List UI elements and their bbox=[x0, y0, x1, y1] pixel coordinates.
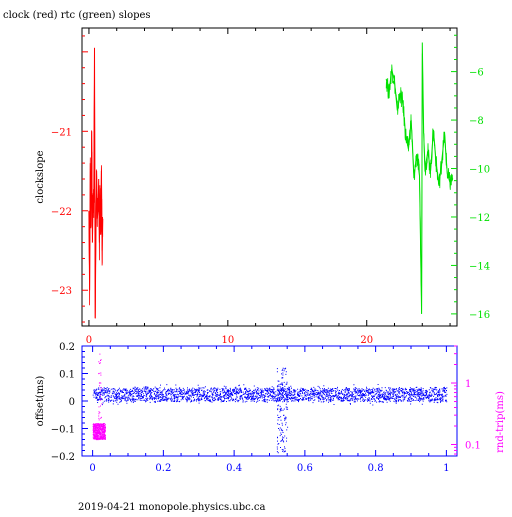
bottom-x-tick-label: 0.2 bbox=[155, 463, 171, 474]
top-y2-tick-label: −16 bbox=[469, 310, 490, 321]
bottom-y-tick-label: −0.1 bbox=[51, 425, 75, 436]
top-y-axis-label: clockslope bbox=[35, 150, 46, 203]
roundtrip-scatter bbox=[92, 353, 106, 441]
clock-slope-trace bbox=[88, 47, 104, 319]
top-y2-tick-label: −14 bbox=[469, 261, 490, 272]
top-y2-tick-label: −6 bbox=[469, 68, 484, 79]
top-x-tick-label: 0 bbox=[86, 335, 92, 346]
bottom-x-tick-label: 0 bbox=[89, 463, 95, 474]
bottom-y-tick-label: −0.2 bbox=[51, 452, 75, 463]
top-axes: 0 10 20 −21 −22 −23 −6 −8 −10 −12 −14 −16 bbox=[51, 28, 490, 346]
top-y2-tick-label: −8 bbox=[469, 116, 484, 127]
top-x-tick-label: 20 bbox=[360, 335, 373, 346]
top-y2-tick-label: −12 bbox=[469, 213, 490, 224]
bottom-y-axis-label: offset(ms) bbox=[35, 376, 46, 427]
top-y-tick-label: −21 bbox=[51, 127, 72, 138]
bottom-y2-tick-label: 0.1 bbox=[465, 440, 481, 451]
bottom-x-tick-label: 0.4 bbox=[226, 463, 242, 474]
bottom-series bbox=[92, 353, 448, 454]
bottom-y2-tick-label: 1 bbox=[465, 379, 471, 390]
top-y2-tick-label: −10 bbox=[469, 165, 490, 176]
footer-text: 2019-04-21 monopole.physics.ubc.ca bbox=[78, 502, 265, 512]
bottom-x-tick-label: 0.6 bbox=[297, 463, 313, 474]
top-series bbox=[88, 42, 454, 319]
bottom-y2-axis-label: rnd-trip(ms) bbox=[495, 391, 506, 453]
top-plot-frame bbox=[81, 27, 458, 327]
top-x-tick-label: 10 bbox=[221, 335, 234, 346]
top-y-tick-label: −22 bbox=[51, 207, 72, 218]
bottom-x-tick-label: 0.8 bbox=[368, 463, 384, 474]
top-y-tick-label: −23 bbox=[51, 286, 72, 297]
bottom-y-tick-label: 0.1 bbox=[59, 370, 75, 381]
rtc-slope-trace bbox=[385, 53, 453, 314]
offset-scatter bbox=[92, 367, 448, 454]
bottom-x-tick-label: 1 bbox=[443, 463, 449, 474]
bottom-y-tick-label: 0.2 bbox=[59, 342, 75, 353]
chart-title: clock (red) rtc (green) slopes bbox=[3, 10, 151, 21]
bottom-y-tick-label: 0 bbox=[69, 397, 75, 408]
bottom-axes: 0 0.2 0.4 0.6 0.8 1 0.2 0.1 0 −0.1 −0.2 1 0.1 bbox=[51, 342, 481, 474]
